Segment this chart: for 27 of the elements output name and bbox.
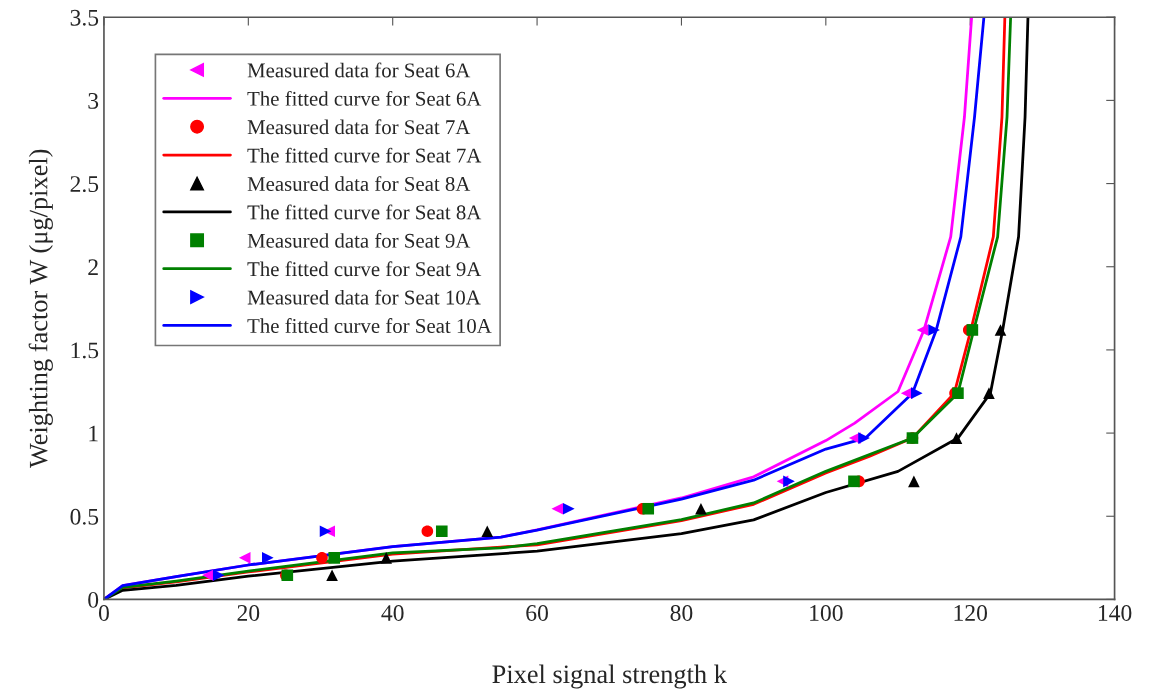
x-tick-label: 100 [810, 604, 843, 621]
x-tick-label: 60 [526, 604, 548, 621]
y-tick-label: 2 [88, 259, 98, 275]
y-tick-label: 3.5 [70, 9, 99, 26]
legend-label: Measured data for Seat 9A [247, 232, 471, 248]
y-tick-label: 3 [88, 92, 99, 109]
legend-label: The fitted curve for Seat 10A [247, 318, 492, 333]
x-tick-label: 20 [237, 604, 260, 621]
legend-label: Measured data for Seat 7A [247, 119, 471, 135]
legend-label: Measured data for Seat 6A [247, 62, 471, 78]
y-tick-label: 0.5 [70, 508, 99, 525]
x-tick-label: 80 [670, 604, 693, 621]
y-tick-label: 0 [88, 591, 99, 608]
x-tick-label: 120 [954, 604, 988, 621]
x-tick-label: 140 [1098, 604, 1132, 621]
x-tick-label: 40 [381, 604, 404, 621]
legend-label: Measured data for Seat 8A [247, 176, 471, 191]
legend-label: The fitted curve for Seat 9A [247, 261, 482, 277]
y-tick-label: 1 [89, 425, 98, 442]
x-axis-title: Pixel signal strength k [492, 664, 727, 689]
legend-label: The fitted curve for Seat 7A [247, 147, 482, 163]
y-axis-title: Weighting factor W (μg/pixel) [28, 149, 53, 469]
legend-label: Measured data for Seat 10A [247, 289, 481, 305]
legend-label: The fitted curve for Seat 8A [247, 204, 482, 220]
y-tick-label: 2.5 [70, 176, 99, 193]
legend-label: The fitted curve for Seat 6A [247, 90, 482, 106]
y-tick-label: 1.5 [71, 342, 99, 359]
